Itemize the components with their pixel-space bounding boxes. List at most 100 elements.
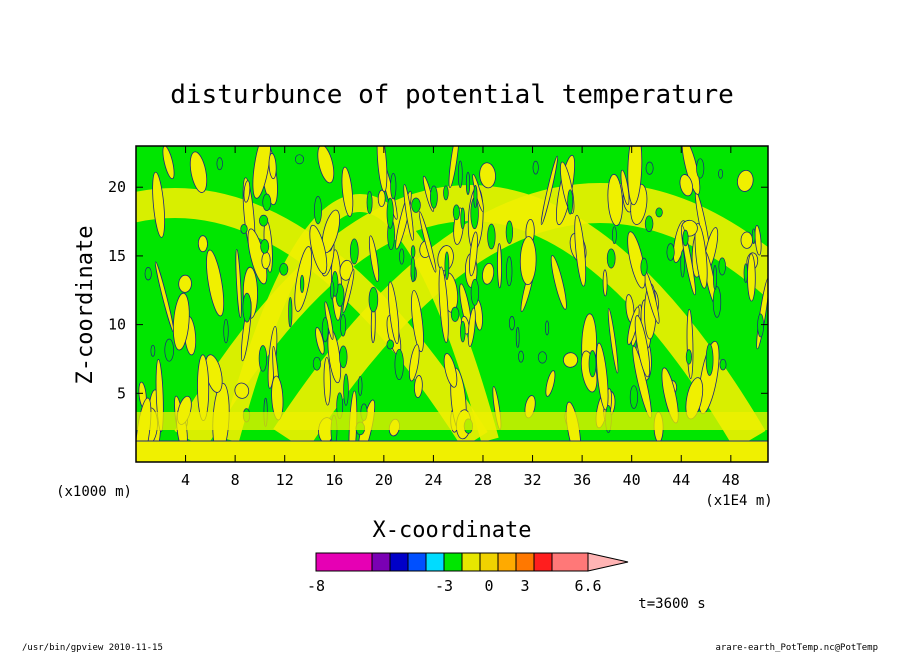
contour-hole [262, 193, 272, 211]
contour-hole [567, 189, 574, 215]
contour-hole [629, 385, 638, 409]
contour-cell [323, 357, 331, 406]
x-tick-label-7: 32 [524, 471, 542, 489]
contour-cell [497, 243, 502, 289]
contour-arch-2 [273, 183, 768, 451]
contour-cell [562, 352, 579, 368]
x-tick-label-8: 36 [573, 471, 591, 489]
contour-hole [288, 297, 293, 328]
contour-hole [343, 373, 349, 406]
contour-hole [223, 318, 229, 344]
contour-hole [366, 191, 373, 214]
contour-arch-3 [221, 194, 499, 443]
contour-hole [444, 251, 450, 280]
contour-hole [410, 245, 416, 258]
contour-hole [545, 320, 550, 336]
contour-cell [411, 290, 424, 353]
contour-cell [197, 235, 208, 253]
contour-cell [540, 155, 558, 225]
colorbar-segment-4 [425, 552, 445, 572]
contour-cell [172, 292, 190, 351]
contour-hole [505, 220, 514, 244]
contour-hole [399, 248, 405, 265]
contour-hole [718, 168, 724, 179]
colorbar-segment-0 [315, 552, 373, 572]
contour-hole [719, 358, 727, 371]
colorbar-segment-6 [461, 552, 481, 572]
contour-hole [751, 228, 756, 244]
contour-hole [279, 262, 289, 276]
contour-hole [612, 226, 617, 245]
contour-cell [189, 151, 208, 193]
contour-hole [685, 349, 692, 365]
contour-hole [216, 157, 223, 171]
contour-cell [479, 162, 496, 189]
footer-left: /usr/bin/gpview 2010-11-15 [22, 643, 163, 653]
contour-hole [712, 286, 722, 318]
colorbar-extend-arrow [587, 552, 629, 572]
contour-cell [694, 222, 708, 289]
contour-hole [339, 345, 348, 369]
contour-hole [368, 286, 379, 313]
contour-hole [537, 351, 547, 364]
contour-hole [682, 229, 689, 247]
contour-cell [309, 224, 328, 274]
contour-hole [299, 274, 305, 293]
contour-lower-band [136, 412, 768, 430]
contour-cell [448, 146, 460, 189]
colorbar-labels: -8 -3 0 3 6.6 [307, 577, 602, 595]
contour-cell [681, 146, 701, 195]
contour-hole [718, 257, 726, 276]
x-tick-label-11: 48 [722, 471, 740, 489]
contour-cell [234, 382, 250, 399]
contour-hole [713, 265, 717, 290]
colorbar-segment-7 [479, 552, 499, 572]
contour-cell [403, 184, 414, 241]
footer-right: arare-earth_PotTemp.nc@PotTemp [715, 643, 878, 653]
contour-cell [574, 214, 587, 287]
contour-hole [150, 344, 156, 357]
contour-cell [152, 171, 165, 238]
contour-hole [144, 267, 152, 281]
contour-cell [469, 231, 478, 277]
contour-fill-group [136, 146, 768, 462]
contour-hole [506, 256, 513, 287]
contour-cell [740, 231, 754, 249]
x-tick-label-3: 16 [325, 471, 343, 489]
x-unit-label: (x1E4 m) [705, 493, 772, 509]
x-tick-label-0: 4 [181, 471, 190, 489]
contour-hole [457, 160, 463, 189]
colorbar-label-1: -3 [435, 577, 453, 595]
contour-hole [588, 350, 597, 378]
y-tick-label-0: 5 [117, 384, 126, 402]
contour-hole [465, 171, 471, 195]
x-tick-label-9: 40 [623, 471, 641, 489]
contour-hole [696, 158, 705, 179]
contour-hole [460, 207, 466, 230]
contour-cell [443, 353, 458, 388]
contour-hole [321, 317, 329, 343]
contour-hole [314, 196, 322, 225]
contour-hole [655, 207, 663, 218]
contour-cell [414, 375, 423, 398]
colorbar-label-2: 0 [484, 577, 493, 595]
contour-hole [260, 239, 270, 254]
contour-hole [644, 215, 654, 232]
chart-title: disturbunce of potential temperature [170, 80, 734, 110]
contour-hole [357, 375, 363, 396]
contour-hole [487, 223, 496, 250]
contour-hole [430, 185, 438, 209]
contour-cell [243, 180, 251, 203]
contour-hole [518, 350, 524, 363]
contour-cell [206, 249, 225, 317]
contour-hole [259, 214, 269, 227]
contour-hole [312, 356, 321, 371]
colorbar-segment-9 [515, 552, 535, 572]
colorbar [315, 552, 629, 572]
contour-hole [240, 224, 248, 234]
contour-cell [408, 344, 420, 382]
contour-cell [737, 169, 754, 192]
colorbar-label-4: 6.6 [574, 577, 601, 595]
x-tick-label-10: 44 [672, 471, 690, 489]
